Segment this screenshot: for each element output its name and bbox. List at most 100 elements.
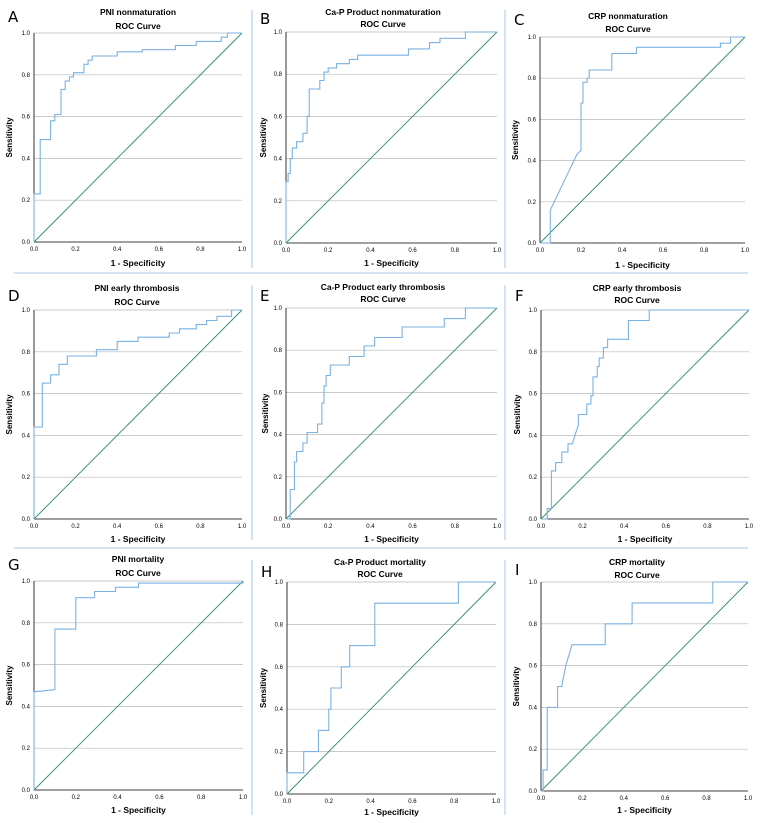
x-tick-label: 0.0 (282, 524, 291, 530)
x-tick-label: 1.0 (493, 248, 502, 254)
x-tick-label: 1.0 (239, 795, 248, 801)
x-tick-label: 0.8 (700, 248, 709, 254)
y-tick-label: 0.4 (529, 433, 538, 439)
x-tick-label: 0.8 (197, 795, 206, 801)
y-tick-label: 1.0 (22, 579, 31, 585)
y-tick-label: 0.8 (529, 350, 538, 356)
y-tick-label: 0.6 (275, 665, 284, 671)
chart-title: PNI early thrombosis (94, 283, 179, 293)
x-tick-label: 0.2 (324, 524, 333, 530)
y-tick-label: 0.6 (274, 390, 283, 396)
roc-curve (33, 309, 242, 519)
y-tick-label: 1.0 (22, 31, 31, 37)
x-tick-label: 0.2 (325, 799, 334, 805)
chart-subtitle: ROC Curve (114, 297, 160, 307)
y-tick-label: 0.2 (22, 198, 31, 204)
y-tick-label: 0.6 (529, 664, 538, 670)
x-tick-label: 0.6 (155, 795, 164, 801)
panel-letter: C (514, 11, 524, 29)
y-tick-label: 0.4 (274, 157, 283, 163)
x-tick-label: 0.8 (451, 248, 460, 254)
y-axis-label: Sensitivity (259, 667, 268, 708)
y-tick-label: 0.8 (528, 76, 537, 82)
x-tick-label: 0.8 (703, 524, 712, 530)
panel-letter: G (8, 556, 20, 574)
x-tick-label: 0.4 (620, 524, 629, 530)
y-tick-label: 0.0 (22, 517, 31, 523)
chart-title: Ca-P Product nonmaturation (325, 7, 441, 17)
x-tick-label: 0.2 (578, 796, 587, 802)
y-tick-label: 0.4 (22, 156, 31, 162)
panel-letter: I (515, 561, 519, 579)
y-tick-label: 0.4 (274, 433, 283, 439)
x-tick-label: 0.8 (450, 799, 459, 805)
y-tick-label: 1.0 (275, 580, 284, 586)
y-tick-label: 0.6 (274, 114, 283, 120)
y-axis-label: Sensitivity (5, 665, 14, 706)
x-tick-label: 0.0 (30, 247, 39, 253)
x-tick-label: 0.2 (72, 795, 81, 801)
x-tick-label: 0.4 (113, 247, 122, 253)
x-tick-label: 1.0 (238, 247, 247, 253)
roc-panel-i: I CRP mortality ROC Curve 0.0 0.2 0.4 0.6 0.8 1.… (512, 557, 753, 815)
chart-title: CRP mortality (609, 557, 665, 567)
roc-curve (285, 31, 497, 243)
y-tick-label: 0.4 (529, 705, 538, 711)
y-tick-label: 1.0 (274, 30, 283, 36)
x-tick-label: 1.0 (493, 524, 502, 530)
x-tick-label: 0.2 (577, 248, 586, 254)
chart-title: CRP nonmaturation (588, 11, 668, 21)
y-tick-label: 0.4 (22, 433, 31, 439)
reference-diagonal (285, 307, 498, 520)
x-axis-label: 1 - Specificity (111, 258, 166, 268)
y-tick-label: 0.8 (22, 621, 31, 627)
y-axis-label: Sensitivity (259, 117, 268, 158)
roc-curve (541, 309, 749, 520)
y-tick-label: 0.0 (274, 517, 283, 523)
y-tick-label: 1.0 (529, 580, 538, 586)
reference-diagonal (33, 580, 244, 791)
chart-title: PNI nonmaturation (100, 7, 176, 17)
x-tick-label: 1.0 (492, 799, 501, 805)
y-tick-label: 1.0 (274, 306, 283, 312)
x-tick-label: 0.2 (578, 524, 587, 530)
y-tick-label: 0.0 (22, 240, 31, 246)
x-tick-label: 0.0 (283, 799, 292, 805)
reference-diagonal (540, 581, 749, 792)
y-tick-label: 0.8 (22, 73, 31, 79)
roc-curve (540, 36, 745, 244)
panel-letter: H (261, 563, 272, 581)
x-tick-label: 0.6 (155, 524, 164, 530)
x-tick-label: 0.8 (451, 524, 460, 530)
roc-panel-h: H Ca-P Product mortality ROC Curve 0.0 0.2 0.… (259, 557, 501, 817)
y-tick-label: 0.2 (22, 475, 31, 481)
x-axis-label: 1 - Specificity (111, 805, 166, 815)
x-tick-label: 0.6 (659, 248, 668, 254)
chart-subtitle: ROC Curve (357, 569, 403, 579)
y-tick-label: 0.6 (22, 663, 31, 669)
reference-diagonal (286, 581, 497, 795)
chart-subtitle: ROC Curve (614, 570, 660, 580)
x-axis-label: 1 - Specificity (617, 805, 672, 815)
x-tick-label: 0.6 (661, 796, 670, 802)
chart-title: CRP early thrombosis (593, 283, 682, 293)
y-tick-label: 0.8 (529, 622, 538, 628)
panel-letter: D (8, 287, 20, 305)
chart-subtitle: ROC Curve (115, 568, 161, 578)
roc-curve (286, 307, 497, 520)
y-tick-label: 0.4 (22, 704, 31, 710)
roc-curve (541, 581, 748, 792)
y-axis-label: Sensitivity (512, 666, 521, 707)
x-tick-label: 0.6 (408, 524, 417, 530)
y-axis-label: Sensitivity (511, 119, 520, 160)
x-tick-label: 0.0 (536, 248, 545, 254)
roc-curve (33, 32, 242, 242)
y-tick-label: 0.2 (275, 750, 284, 756)
x-tick-label: 0.6 (155, 247, 164, 253)
y-axis-label: Sensitivity (5, 394, 14, 435)
x-tick-label: 0.4 (366, 524, 375, 530)
x-tick-label: 0.6 (662, 524, 671, 530)
reference-diagonal (33, 309, 243, 520)
panel-letter: F (515, 287, 524, 305)
chart-title: Ca-P Product early thrombosis (321, 282, 446, 292)
